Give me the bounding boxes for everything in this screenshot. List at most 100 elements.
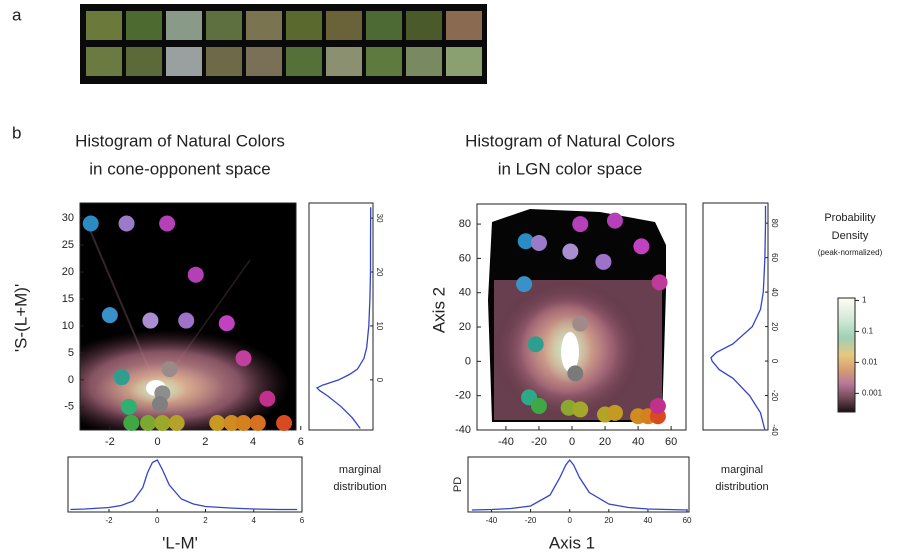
chart-title: Histogram of Natural Colors [75,131,285,150]
color-point [567,365,583,381]
y-tick-label: 10 [62,320,74,332]
colorbar-title: Probability [824,212,876,224]
color-point [102,307,118,323]
color-point [121,399,137,415]
chart-title: in cone-opponent space [89,159,270,178]
colorbar-tick-label: 0.001 [862,388,883,397]
thumbnail [326,11,362,40]
color-point [169,415,185,431]
thumbnail [206,47,242,76]
marginal-tick-label: -20 [525,516,537,525]
marginal-frame [703,203,768,430]
y-tick-label: -40 [455,424,471,436]
color-point [572,216,588,232]
marginal-tick-label: 20 [770,322,779,331]
colorbar-tick-label: 1 [862,296,867,305]
thumbnail [246,47,282,76]
color-point [119,215,135,231]
x-tick-label: -40 [498,436,514,448]
x-tick-label: 60 [665,436,677,448]
thumbnail [406,47,442,76]
marginal-curve [317,207,371,428]
chart-title: in LGN color space [498,159,643,178]
thumbnail [286,11,322,40]
colorbar-tick-label: 0.01 [862,357,878,366]
colorbar-title: Density [832,230,869,242]
colorbar-tick-label: 0.1 [862,327,874,336]
marginal-tick-label: -40 [770,424,779,436]
density-map [40,203,296,440]
marginal-tick-label: 6 [300,516,305,525]
color-point [528,336,544,352]
color-point [235,350,251,366]
y-tick-label: 80 [459,218,471,230]
marginal-tick-label: 0 [770,359,779,364]
marginal-tick-label: -40 [486,516,498,525]
color-point [607,405,623,421]
marginal-frame [468,457,689,512]
y-tick-label: -20 [455,390,471,402]
x-tick-label: 2 [202,436,208,448]
marginal-frame [309,203,373,430]
color-point [652,274,668,290]
marginal-label: distribution [333,481,386,493]
x-tick-label: 6 [298,436,304,448]
color-point [188,267,204,283]
color-point [83,215,99,231]
color-point [123,415,139,431]
thumbnail [446,47,482,76]
thumbnail [206,11,242,40]
marginal-tick-label: 2 [203,516,208,525]
marginal-tick-label: 10 [375,321,384,330]
panel-label: b [12,123,21,142]
x-tick-label: 0 [155,436,161,448]
x-tick-label: -2 [105,436,115,448]
color-point [633,238,649,254]
color-point [142,313,158,329]
thumbnail [166,11,202,40]
figure: a b Probability Density (peak-normalized… [0,0,899,555]
marginal-tick-label: 40 [770,288,779,297]
marginal-tick-label: 30 [375,214,384,223]
y-tick-label: 25 [62,239,74,251]
color-point [650,398,666,414]
marginal-label: distribution [715,481,768,493]
color-point [531,235,547,251]
marginal-tick-label: 20 [375,268,384,277]
thumbnail [366,47,402,76]
thumbnail [286,47,322,76]
marginal-tick-label: 40 [643,516,652,525]
y-tick-label: 5 [68,347,74,359]
x-tick-label: -20 [531,436,547,448]
x-tick-label: 0 [569,436,575,448]
color-point [259,391,275,407]
thumbnail [246,11,282,40]
color-point [152,396,168,412]
y-axis-label: 'S-(L+M)' [11,284,30,352]
y-tick-label: 20 [62,266,74,278]
x-tick-label: 40 [632,436,644,448]
color-point [562,244,578,260]
marginal-tick-label: 80 [770,219,779,228]
color-point [140,415,156,431]
marginal-tick-label: 60 [683,516,692,525]
x-tick-label: 20 [599,436,611,448]
color-point [572,316,588,332]
x-axis-label: Axis 1 [549,533,595,552]
color-point [209,415,225,431]
y-tick-label: 40 [459,287,471,299]
color-point [219,315,235,331]
thumbnail [86,47,122,76]
marginal-tick-label: -20 [770,390,779,402]
y-tick-label: 20 [459,321,471,333]
marginal-curve [472,460,687,510]
color-point [162,361,178,377]
color-point [531,398,547,414]
marginal-tick-label: 0 [567,516,572,525]
color-point [516,276,532,292]
marginal-tick-label: 0 [375,378,384,383]
color-point [276,415,292,431]
x-tick-label: 4 [250,436,256,448]
color-point [595,254,611,270]
y-tick-label: 60 [459,252,471,264]
